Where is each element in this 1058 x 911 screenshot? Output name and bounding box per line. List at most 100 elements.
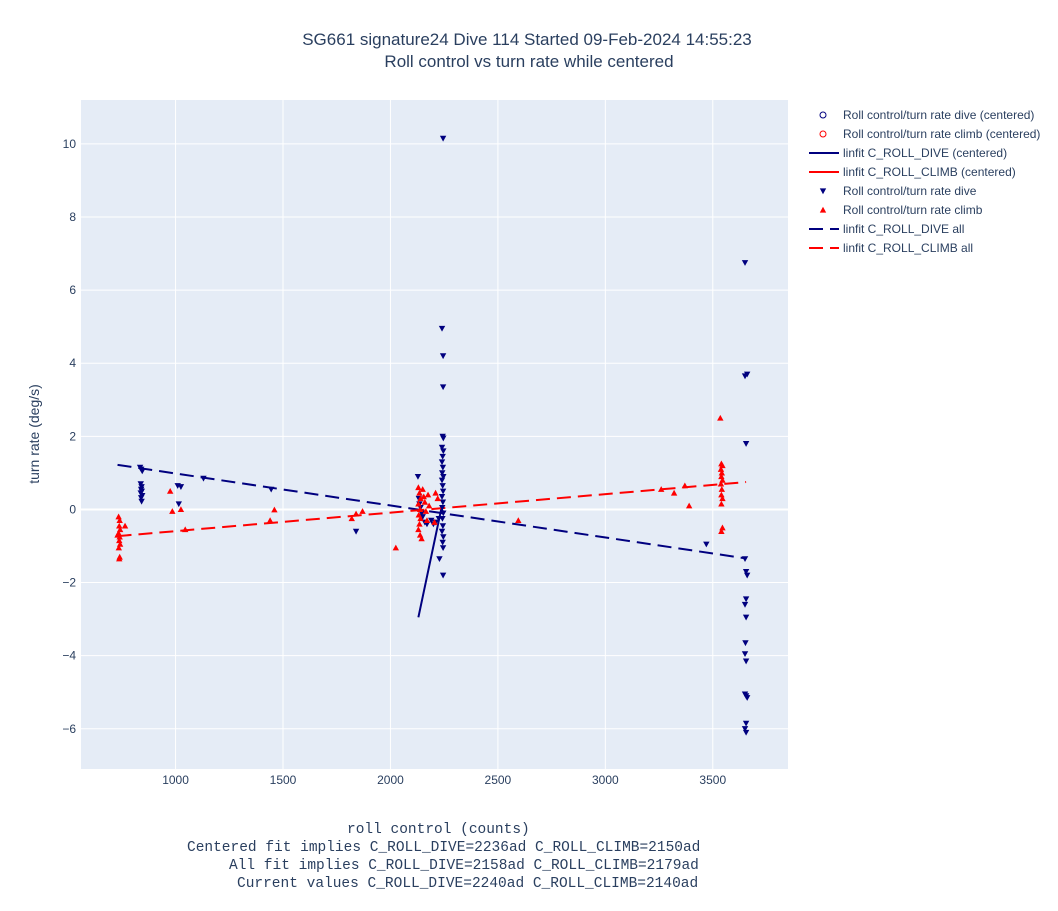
dive-point (440, 435, 447, 442)
climb-point (422, 508, 430, 514)
climb-point (392, 544, 400, 551)
dive-point (438, 528, 446, 535)
grid (81, 100, 788, 769)
legend-marker-swatch (819, 206, 827, 213)
legend-item[interactable]: linfit C_ROLL_DIVE (centered) (809, 146, 1007, 160)
climb-point (116, 555, 123, 562)
climb-point (182, 526, 189, 533)
climb-point (416, 506, 424, 513)
legend-item[interactable]: Roll control/turn rate climb (centered) (819, 127, 1040, 141)
climb-point (417, 515, 424, 522)
climb-point (717, 414, 724, 421)
dive-point (439, 572, 447, 579)
climb-point (718, 486, 726, 492)
climb-point (718, 500, 725, 507)
dive-point (440, 510, 447, 517)
climb-point (169, 508, 176, 514)
climb-point (718, 528, 725, 534)
dive-point (741, 556, 749, 562)
dive-point (175, 501, 182, 508)
dive-point (440, 473, 447, 480)
legend-item[interactable]: linfit C_ROLL_DIVE all (809, 222, 964, 236)
legend-label: linfit C_ROLL_DIVE (centered) (843, 146, 1007, 160)
x-axis-title-block: roll control (counts) Centered fit impli… (0, 821, 1058, 911)
dive-point (742, 441, 750, 447)
climb-point (415, 500, 422, 507)
dive-point (439, 545, 447, 552)
y-tick-label: −2 (62, 576, 76, 590)
climb-point (348, 515, 355, 522)
plot-area (81, 100, 788, 769)
dive-point (439, 539, 446, 546)
dive-point (742, 640, 749, 647)
dive-point (741, 260, 749, 266)
dive-point (438, 325, 446, 332)
legend-item[interactable]: Roll control/turn rate dive (819, 184, 977, 198)
dive-point (200, 475, 207, 482)
dive-point (438, 494, 446, 500)
climb-point (424, 491, 432, 498)
dive-point (428, 517, 435, 524)
dive-point (439, 135, 447, 142)
data-points (114, 135, 751, 736)
dive-point (703, 541, 710, 548)
legend-label: linfit C_ROLL_DIVE all (843, 222, 964, 236)
legend-label: linfit C_ROLL_CLIMB all (843, 241, 973, 255)
climb-point (685, 502, 693, 509)
climb-point (416, 489, 423, 496)
dive-point (414, 473, 422, 480)
x-tick-label: 2000 (377, 773, 404, 787)
x-axis-note-all: All fit implies C_ROLL_DIVE=2158ad C_ROL… (229, 858, 699, 874)
dive-point (438, 477, 446, 484)
y-tick-label: 6 (69, 283, 76, 297)
x-axis-title: roll control (counts) (347, 822, 530, 838)
legend-label: Roll control/turn rate climb (843, 203, 983, 217)
chart-title: SG661 signature24 Dive 114 Started 09-Fe… (302, 30, 752, 49)
y-axis-title: turn rate (deg/s) (26, 384, 42, 484)
x-tick-label: 3500 (699, 773, 726, 787)
climb-point (717, 466, 725, 472)
dive-point (419, 514, 426, 520)
dive-point (742, 614, 750, 621)
climb-point (432, 489, 439, 496)
legend-item[interactable]: Roll control/turn rate dive (centered) (819, 108, 1034, 122)
dive-point (439, 464, 447, 471)
x-axis-note-current: Current values C_ROLL_DIVE=2240ad C_ROLL… (237, 876, 699, 892)
legend-label: linfit C_ROLL_CLIMB (centered) (843, 165, 1016, 179)
legend[interactable]: Roll control/turn rate dive (centered) Ro… (809, 108, 1040, 255)
y-tick-label: 0 (69, 502, 76, 516)
climb-point (266, 517, 274, 524)
legend-item[interactable]: linfit C_ROLL_CLIMB all (809, 241, 973, 255)
dive-point (742, 658, 750, 665)
climb-point (116, 517, 123, 524)
climb-point (416, 520, 423, 527)
climb-point (116, 522, 123, 529)
legend-item[interactable]: Roll control/turn rate climb (819, 203, 983, 217)
climb-point (658, 486, 665, 492)
y-tick-label: −6 (62, 722, 76, 736)
dive-point (267, 486, 275, 493)
fit-line (117, 481, 747, 538)
dive-point (741, 373, 749, 380)
legend-marker-swatch (819, 188, 827, 195)
dive-point (436, 556, 443, 562)
climb-point (431, 519, 438, 525)
climb-point (423, 517, 431, 524)
legend-item[interactable]: linfit C_ROLL_CLIMB (centered) (809, 165, 1016, 179)
dive-point (743, 695, 751, 701)
dive-point (440, 448, 447, 455)
dive-point (137, 495, 145, 501)
dive-point (439, 453, 446, 460)
climb-point (415, 484, 422, 491)
dive-point (439, 488, 447, 495)
dive-point (741, 601, 749, 608)
climb-point (718, 473, 725, 480)
dive-point (742, 596, 750, 603)
y-tick-label: 4 (69, 356, 76, 370)
dive-point (438, 459, 446, 466)
dive-point (742, 568, 750, 575)
climb-point (121, 522, 129, 529)
dive-point (138, 498, 145, 505)
dive-point (439, 353, 447, 360)
dive-point (439, 470, 446, 477)
